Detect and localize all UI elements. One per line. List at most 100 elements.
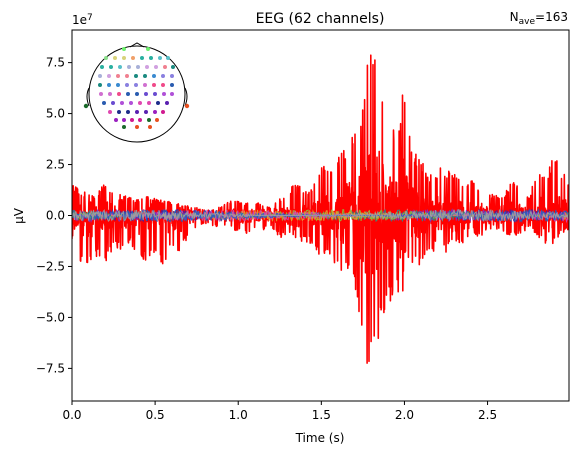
sensor-dot bbox=[134, 74, 138, 78]
sensor-dot bbox=[99, 92, 103, 96]
sensor-dot bbox=[125, 74, 129, 78]
sensor-dot bbox=[158, 56, 162, 60]
y-tick-label: 0.0 bbox=[46, 209, 65, 223]
sensor-dot bbox=[166, 56, 170, 60]
sensor-dot bbox=[122, 47, 126, 51]
sensor-dot bbox=[113, 56, 117, 60]
sensor-dot bbox=[161, 110, 165, 114]
sensor-dot bbox=[148, 125, 152, 129]
left-ear bbox=[86, 87, 90, 107]
sensor-dot bbox=[135, 125, 139, 129]
sensor-dot bbox=[138, 101, 142, 105]
sensor-dot bbox=[104, 56, 108, 60]
x-axis-label: Time (s) bbox=[295, 431, 345, 445]
y-axis: 7.5 5.0 2.5 0.0 −2.5 −5.0 −7.5 bbox=[36, 56, 72, 375]
sensor-dot bbox=[102, 101, 106, 105]
y-tick-label: 2.5 bbox=[46, 158, 65, 172]
chart-title: EEG (62 channels) bbox=[256, 11, 385, 27]
sensor-dot bbox=[145, 65, 149, 69]
sensor-layout-inset bbox=[83, 42, 190, 143]
head-nose bbox=[129, 42, 145, 48]
y-tick-label: −7.5 bbox=[36, 361, 65, 375]
sensor-dot bbox=[122, 56, 126, 60]
sensor-dot bbox=[134, 83, 138, 87]
sensor-dot bbox=[140, 56, 144, 60]
sensor-dot bbox=[131, 56, 135, 60]
sensor-dot bbox=[147, 101, 151, 105]
sensor-dot bbox=[107, 83, 111, 87]
nave-value: =163 bbox=[535, 10, 568, 24]
channel-line bbox=[72, 208, 569, 223]
sensor-dot bbox=[138, 118, 142, 122]
nave-annotation: Nave=163 bbox=[510, 10, 568, 27]
y-tick-label: 7.5 bbox=[46, 56, 65, 70]
sensor-dot bbox=[135, 110, 139, 114]
sensor-dot bbox=[144, 92, 148, 96]
sensor-dot bbox=[98, 83, 102, 87]
sensor-dot bbox=[98, 74, 102, 78]
x-axis: 0.0 0.5 1.0 1.5 2.0 2.5 bbox=[62, 401, 497, 422]
sensor-dot bbox=[100, 65, 104, 69]
sensor-dot bbox=[116, 74, 120, 78]
x-tick-label: 2.5 bbox=[478, 408, 497, 422]
sensor-dot bbox=[163, 65, 167, 69]
y-offset-exponent: 7 bbox=[87, 13, 93, 23]
sensor-dot bbox=[114, 118, 118, 122]
sensor-dots bbox=[83, 47, 190, 129]
x-tick-label: 0.5 bbox=[146, 408, 165, 422]
sensor-dot bbox=[118, 65, 122, 69]
sensor-dot bbox=[108, 110, 112, 114]
sensor-dot bbox=[184, 103, 190, 109]
nave-subscript: ave bbox=[519, 17, 536, 27]
sensor-dot bbox=[144, 110, 148, 114]
sensor-dot bbox=[153, 110, 157, 114]
sensor-dot bbox=[117, 92, 121, 96]
sensor-dot bbox=[116, 83, 120, 87]
x-tick-label: 1.5 bbox=[312, 408, 331, 422]
sensor-dot bbox=[161, 83, 165, 87]
sensor-dot bbox=[126, 92, 130, 96]
sensor-dot bbox=[120, 101, 124, 105]
sensor-dot bbox=[143, 83, 147, 87]
sensor-dot bbox=[155, 118, 159, 122]
sensor-dot bbox=[109, 65, 113, 69]
sensor-dot bbox=[136, 65, 140, 69]
sensor-dot bbox=[127, 65, 131, 69]
sensor-dot bbox=[135, 92, 139, 96]
sensor-dot bbox=[126, 110, 130, 114]
y-tick-label: 5.0 bbox=[46, 107, 65, 121]
sensor-dot bbox=[170, 74, 174, 78]
axes-frame bbox=[71, 29, 570, 402]
sensor-dot bbox=[152, 74, 156, 78]
sensor-dot bbox=[108, 92, 112, 96]
y-tick-label: −5.0 bbox=[36, 310, 65, 324]
sensor-dot bbox=[146, 47, 150, 51]
sensor-dot bbox=[152, 83, 156, 87]
sensor-dot bbox=[130, 118, 134, 122]
sensor-dot bbox=[122, 118, 126, 122]
sensor-dot bbox=[170, 83, 174, 87]
sensor-dot bbox=[156, 101, 160, 105]
sensor-dot bbox=[170, 92, 174, 96]
sensor-dot bbox=[162, 92, 166, 96]
other-channel-traces bbox=[72, 207, 569, 224]
sensor-dot bbox=[153, 92, 157, 96]
plot-area bbox=[72, 54, 569, 364]
sensor-dot bbox=[122, 125, 126, 129]
sensor-dot bbox=[171, 65, 175, 69]
x-tick-label: 2.0 bbox=[395, 408, 414, 422]
x-tick-label: 0.0 bbox=[62, 408, 81, 422]
y-axis-label: µV bbox=[12, 207, 26, 224]
x-tick-label: 1.0 bbox=[229, 408, 248, 422]
nave-base: N bbox=[510, 10, 519, 24]
sensor-dot bbox=[111, 101, 115, 105]
sensor-dot bbox=[117, 110, 121, 114]
sensor-dot bbox=[107, 74, 111, 78]
sensor-dot bbox=[147, 118, 151, 122]
sensor-dot bbox=[149, 56, 153, 60]
sensor-dot bbox=[165, 101, 169, 105]
sensor-dot bbox=[125, 83, 129, 87]
y-tick-label: −2.5 bbox=[36, 259, 65, 273]
sensor-dot bbox=[161, 74, 165, 78]
